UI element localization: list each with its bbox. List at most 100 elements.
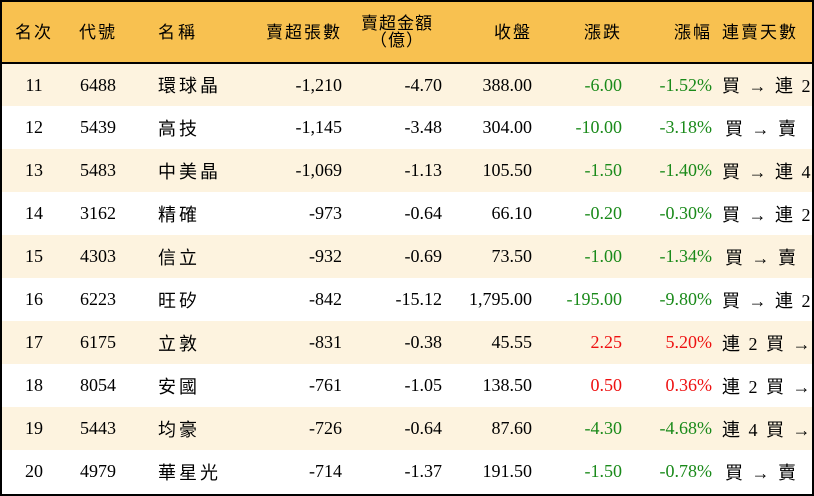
table-row[interactable]: 13 5483 中美晶 -1,069 -1.13 105.50 -1.50 -1… [2, 149, 814, 192]
cell-rank: 13 [25, 160, 43, 180]
cell-code: 8054 [80, 375, 116, 395]
cell-net-sell-amount: -4.70 [404, 74, 443, 95]
cell-change: -1.50 [584, 461, 623, 481]
cell-name: 中美晶 [158, 161, 221, 182]
cell-name: 精確 [158, 204, 200, 225]
table-row[interactable]: 14 3162 精確 -973 -0.64 66.10 -0.20 -0.30%… [2, 192, 814, 235]
cell-net-sell-lots: -842 [309, 289, 342, 309]
cell-close: 66.10 [491, 203, 533, 223]
table-row[interactable]: 20 4979 華星光 -714 -1.37 191.50 -1.50 -0.7… [2, 450, 812, 493]
cell-code: 6488 [80, 74, 116, 95]
cell-name: 安國 [158, 376, 200, 397]
table-row[interactable]: 19 5443 均豪 -726 -0.64 87.60 -4.30 -4.68%… [2, 407, 814, 450]
cell-change-pct: -1.40% [659, 160, 713, 180]
cell-net-sell-lots: -1,145 [295, 117, 343, 137]
header-code[interactable]: 代號 [66, 2, 130, 64]
cell-net-sell-amount: -3.48 [404, 117, 443, 137]
table-row[interactable]: 11 6488 環球晶 -1,210 -4.70 388.00 -6.00 -1… [2, 63, 814, 106]
header-change-pct[interactable]: 漲幅 [632, 2, 722, 64]
cell-close: 388.00 [482, 74, 533, 95]
header-close[interactable]: 收盤 [452, 2, 542, 64]
cell-rank: 14 [25, 203, 43, 223]
cell-change: -6.00 [584, 74, 623, 95]
header-streak[interactable]: 連賣天數 [722, 2, 812, 64]
cell-name: 立敦 [158, 333, 200, 354]
cell-code: 3162 [80, 203, 116, 223]
table-row[interactable]: 15 4303 信立 -932 -0.69 73.50 -1.00 -1.34%… [2, 235, 812, 278]
cell-code: 5483 [80, 160, 116, 180]
cell-close: 105.50 [482, 160, 533, 180]
cell-change-pct: -3.18% [659, 117, 713, 137]
cell-net-sell-lots: -761 [309, 375, 342, 395]
cell-close: 191.50 [482, 461, 533, 481]
cell-close: 304.00 [482, 117, 533, 137]
header-change[interactable]: 漲跌 [542, 2, 632, 64]
cell-name: 華星光 [158, 462, 221, 483]
cell-change: 0.50 [590, 375, 623, 395]
cell-streak: 買 → 賣 [725, 118, 798, 139]
cell-code: 5443 [80, 418, 116, 438]
cell-net-sell-amount: -1.05 [404, 375, 443, 395]
header-net-sell-amount[interactable]: 賣超金額 （億） [352, 2, 452, 64]
cell-rank: 18 [25, 375, 43, 395]
cell-streak: 連 4 買 → 賣 [722, 419, 814, 440]
cell-close: 138.50 [482, 375, 533, 395]
header-net-sell-amount-line1: 賣超金額 [361, 14, 433, 33]
cell-code: 4979 [80, 461, 116, 481]
cell-rank: 17 [25, 332, 43, 352]
header-net-sell-amount-unit: （億） [370, 31, 424, 50]
cell-change-pct: -1.52% [659, 74, 713, 95]
cell-close: 73.50 [491, 246, 533, 266]
table-row[interactable]: 16 6223 旺矽 -842 -15.12 1,795.00 -195.00 … [2, 278, 814, 321]
table-header-row: 名次 代號 名稱 賣超張數 賣超金額 （億） 收盤 漲跌 漲幅 連賣天數 [2, 2, 812, 64]
header-name[interactable]: 名稱 [130, 2, 230, 64]
cell-rank: 11 [25, 74, 43, 95]
cell-net-sell-amount: -0.64 [404, 418, 443, 438]
cell-net-sell-lots: -932 [309, 246, 342, 266]
header-rank[interactable]: 名次 [2, 2, 66, 64]
cell-change: -0.20 [584, 203, 623, 223]
cell-change-pct: -0.78% [659, 461, 713, 481]
cell-net-sell-lots: -973 [309, 203, 342, 223]
cell-close: 45.55 [491, 332, 533, 352]
cell-change-pct: -9.80% [659, 289, 713, 309]
cell-change: -10.00 [575, 117, 623, 137]
cell-streak: 買 → 賣 [725, 462, 798, 483]
cell-name: 高技 [158, 118, 200, 139]
cell-code: 5439 [80, 117, 116, 137]
cell-rank: 20 [25, 461, 43, 481]
cell-change: 2.25 [590, 332, 623, 352]
cell-name: 旺矽 [158, 290, 200, 311]
cell-rank: 12 [25, 117, 43, 137]
cell-close: 1,795.00 [469, 289, 532, 309]
cell-streak: 買 → 連 2 賣 [722, 290, 814, 311]
cell-change-pct: 5.20% [665, 332, 713, 352]
cell-net-sell-amount: -1.13 [404, 160, 443, 180]
cell-net-sell-lots: -831 [309, 332, 342, 352]
cell-change-pct: -1.34% [659, 246, 713, 266]
cell-streak: 買 → 連 2 賣 [722, 204, 814, 225]
cell-name: 環球晶 [158, 76, 221, 96]
cell-rank: 16 [25, 289, 43, 309]
table-row[interactable]: 17 6175 立敦 -831 -0.38 45.55 2.25 5.20% 連… [2, 321, 814, 364]
cell-net-sell-lots: -726 [309, 418, 342, 438]
cell-change-pct: 0.36% [665, 375, 713, 395]
cell-change-pct: -0.30% [659, 203, 713, 223]
cell-rank: 19 [25, 418, 43, 438]
cell-net-sell-amount: -0.64 [404, 203, 443, 223]
cell-rank: 15 [25, 246, 43, 266]
cell-change: -1.50 [584, 160, 623, 180]
table-row[interactable]: 18 8054 安國 -761 -1.05 138.50 0.50 0.36% … [2, 364, 814, 407]
header-net-sell-lots[interactable]: 賣超張數 [230, 2, 352, 64]
table-row[interactable]: 12 5439 高技 -1,145 -3.48 304.00 -10.00 -3… [2, 106, 812, 149]
cell-streak: 連 2 買 → 賣 [722, 333, 814, 354]
cell-net-sell-amount: -0.38 [404, 332, 443, 352]
cell-code: 6223 [80, 289, 116, 309]
cell-net-sell-lots: -1,069 [295, 160, 343, 180]
cell-net-sell-amount: -15.12 [395, 289, 443, 309]
cell-name: 信立 [158, 247, 200, 268]
cell-change: -1.00 [584, 246, 623, 266]
cell-net-sell-amount: -0.69 [404, 246, 443, 266]
